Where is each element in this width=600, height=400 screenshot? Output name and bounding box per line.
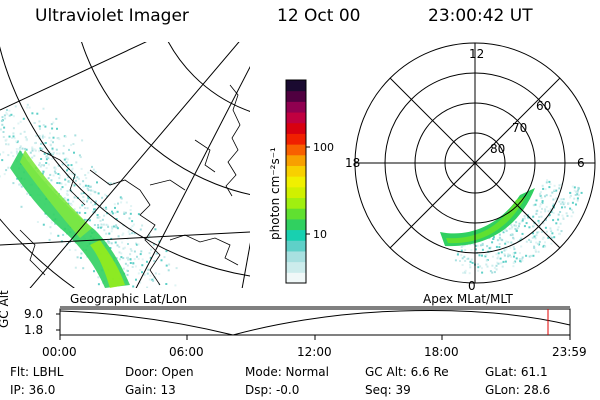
timeline-ylabel: GC Alt [0,290,11,328]
time-label: 23:00:42 UT [428,6,533,26]
lat-label-80: 80 [490,142,505,156]
mlt-label-18: 18 [345,156,360,170]
status-gain: Gain: 13 [125,383,176,397]
colorbar-swatch [286,80,306,92]
timeline-tick-1800: 18:00 [424,345,459,359]
date-label: 12 Oct 00 [277,6,361,26]
timeline-tick-0000: 00:00 [42,345,77,359]
colorbar-swatch [286,122,306,134]
colorbar-tick-100: 100 [313,141,334,154]
colorbar-swatch [286,90,306,102]
colorbar-swatch [286,165,306,177]
status-dsp: Dsp: -0.0 [245,383,300,397]
lat-label-60: 60 [536,99,551,113]
polar-plot: 12 18 6 0 60 70 80 [345,42,596,293]
timeline-tick-1200: 12:00 [297,345,332,359]
colorbar-swatch [286,101,306,113]
lat-label-70: 70 [512,121,527,135]
status-seq: Seq: 39 [365,383,411,397]
colorbar-swatch [286,261,306,273]
colorbar-swatch [286,133,306,145]
instrument-title: Ultraviolet Imager [35,6,189,26]
colorbar-swatch [286,112,306,124]
status-ip: IP: 36.0 [10,383,56,397]
left-projection-label: Geographic Lat/Lon [70,292,188,306]
colorbar-swatch [286,240,306,252]
status-mode: Mode: Normal [245,365,329,379]
colorbar-swatch [286,218,306,231]
colorbar-swatch [286,272,306,284]
status-gc-alt: GC Alt: 6.6 Re [365,365,449,379]
mlt-label-12: 12 [469,47,484,61]
status-filter: Flt: LBHL [10,365,64,379]
timeline-tick-0600: 06:00 [169,345,204,359]
mlt-label-0: 0 [468,279,476,293]
timeline-ymin: 1.8 [24,323,44,337]
status-glat: GLat: 61.1 [485,365,548,379]
colorbar-swatch [286,176,306,188]
right-projection-label: Apex MLat/MLT [423,292,513,306]
mlt-label-6: 6 [577,156,585,170]
colorbar-swatch [286,208,306,220]
colorbar-tick-10: 10 [313,228,327,241]
colorbar-swatch [286,186,306,199]
status-door: Door: Open [125,365,194,379]
altitude-timeline [56,306,571,340]
colorbar-swatch [286,154,306,166]
colorbar-swatch [286,250,306,263]
timeline-tick-2359: 23:59 [552,345,587,359]
colorbar-swatch [286,229,306,241]
colorbar-unit-label: photon cm⁻²s⁻¹ [268,147,282,240]
colorbar-swatch [286,144,306,156]
colorbar-swatch [286,197,306,209]
geographic-image [0,42,250,288]
timeline-ymax: 9.0 [24,307,44,321]
colorbar [286,80,306,284]
status-glon: GLon: 28.6 [485,383,551,397]
